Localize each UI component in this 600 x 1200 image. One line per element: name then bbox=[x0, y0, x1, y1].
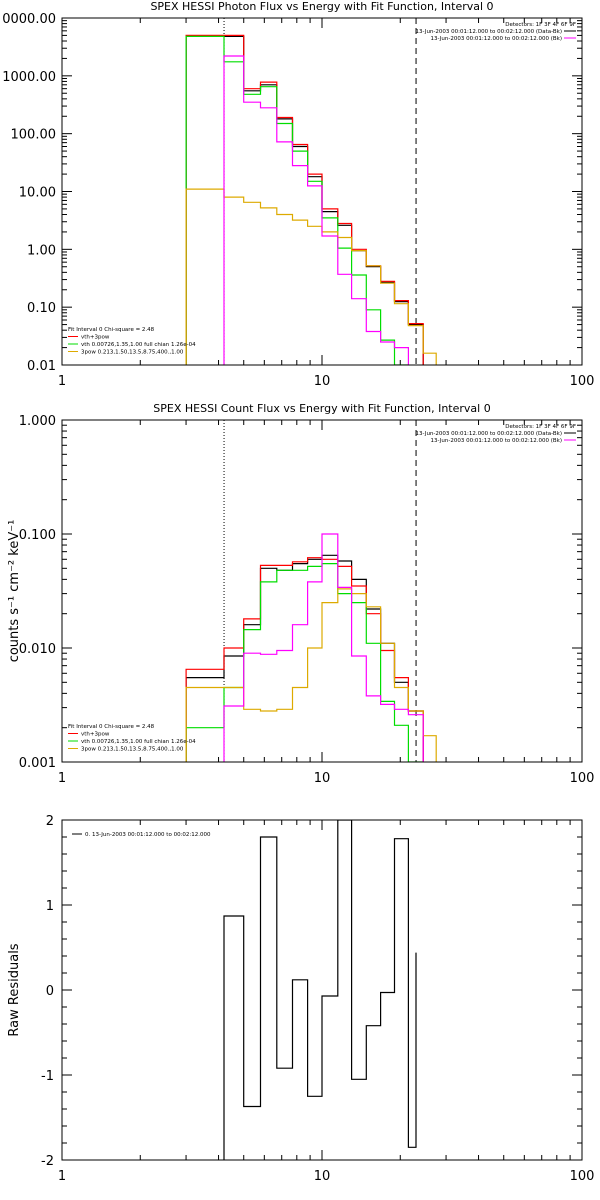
x-tick-label: 10 bbox=[314, 1169, 331, 1184]
y-axis-label: Raw Residuals bbox=[7, 943, 22, 1036]
y-tick-label: 1000.00 bbox=[2, 70, 56, 85]
y-tick-label: 100.00 bbox=[11, 128, 57, 143]
chart-title: SPEX HESSI Photon Flux vs Energy with Fi… bbox=[150, 0, 493, 13]
series-line-3pow bbox=[185, 588, 437, 762]
plot-frame bbox=[61, 819, 583, 1161]
legend-right-entry: 13-Jun-2003 00:01:12.000 to 00:02:12.000… bbox=[430, 36, 562, 42]
legend-left-entry: Fit Interval 0 Chi-square = 2.48 bbox=[68, 327, 155, 333]
series-line-bk bbox=[223, 533, 424, 762]
x-tick-label: 1 bbox=[58, 771, 66, 786]
series-group bbox=[223, 820, 417, 1160]
legend-left-entry: 3pow 0.213,1.50,13.5,8.75,400.,1.00 bbox=[81, 747, 184, 753]
legend-left-entry: vth 0.00726,1.35,1.00 full chian 1.26e-0… bbox=[81, 739, 196, 745]
y-tick-label: 1.00 bbox=[27, 243, 56, 258]
y-tick-label: -2 bbox=[41, 1154, 54, 1169]
x-tick-label: 100 bbox=[570, 374, 595, 389]
series-group bbox=[185, 533, 437, 762]
legend-right-entry: Detectors: 1F 3F 4F 6F 9F bbox=[505, 424, 576, 430]
series-line-vth-3pow bbox=[185, 34, 424, 365]
y-tick-label: 0.001 bbox=[19, 756, 56, 771]
y-tick-label: 0 bbox=[46, 984, 54, 999]
chart-panel-2: SPEX HESSI Count Flux vs Energy with Fit… bbox=[7, 402, 594, 786]
y-tick-label: 0.10 bbox=[27, 301, 56, 316]
legend-left-entry: 3pow 0.213,1.50,13.5,8.75,400.,1.00 bbox=[81, 350, 184, 356]
series-group bbox=[185, 34, 437, 365]
legend-left-entry: vth+3pow bbox=[81, 732, 110, 738]
legend-right-entry: 13-Jun-2003 00:01:12.000 to 00:02:12.000… bbox=[416, 29, 562, 35]
y-tick-label: 10.00 bbox=[19, 186, 56, 201]
series-line-vth-3pow bbox=[185, 557, 424, 762]
y-tick-label: 0.100 bbox=[19, 528, 56, 543]
plot-frame bbox=[61, 17, 583, 366]
y-tick-label: 0.01 bbox=[27, 359, 56, 374]
x-tick-label: 10 bbox=[314, 771, 331, 786]
legend-left-entry: vth+3pow bbox=[81, 335, 110, 341]
y-tick-label: 0.010 bbox=[19, 642, 56, 657]
series-line-3pow bbox=[185, 188, 437, 365]
series-line-data-bk bbox=[185, 554, 424, 762]
y-tick-label: 2 bbox=[46, 814, 54, 829]
legend-left-entry: vth 0.00726,1.35,1.00 full chian 1.26e-0… bbox=[81, 342, 196, 348]
y-tick-label: -1 bbox=[41, 1069, 54, 1084]
x-tick-label: 10 bbox=[314, 374, 331, 389]
chart-title: SPEX HESSI Count Flux vs Energy with Fit… bbox=[153, 402, 490, 415]
legend-right-entry: Detectors: 1F 3F 4F 6F 9F bbox=[505, 22, 576, 28]
legend-entry: 0. 13-Jun-2003 00:01:12.000 to 00:02:12.… bbox=[85, 832, 211, 838]
series-line-vth bbox=[185, 563, 424, 762]
plot-frame bbox=[61, 419, 583, 763]
y-tick-label: 0000.00 bbox=[2, 12, 56, 27]
legend-right-entry: 13-Jun-2003 00:01:12.000 to 00:02:12.000… bbox=[416, 431, 562, 437]
y-axis-label: counts s⁻¹ cm⁻² keV⁻¹ bbox=[7, 520, 22, 663]
x-tick-label: 1 bbox=[58, 374, 66, 389]
chart-panel-1: SPEX HESSI Photon Flux vs Energy with Fi… bbox=[2, 0, 594, 389]
x-tick-label: 1 bbox=[58, 1169, 66, 1184]
series-line-0-13-jun-2003-00-01-12-000-to-00-02-12-0 bbox=[223, 820, 417, 1160]
x-tick-label: 100 bbox=[570, 1169, 595, 1184]
series-line-vth bbox=[185, 35, 424, 365]
series-line-data-bk bbox=[185, 35, 424, 365]
legend-left-entry: Fit Interval 0 Chi-square = 2.48 bbox=[68, 724, 155, 730]
y-tick-label: 1.000 bbox=[19, 414, 56, 429]
x-tick-label: 100 bbox=[570, 771, 595, 786]
series-line-bk bbox=[223, 55, 424, 365]
y-tick-label: 1 bbox=[46, 899, 54, 914]
legend-right-entry: 13-Jun-2003 00:01:12.000 to 00:02:12.000… bbox=[430, 438, 562, 444]
